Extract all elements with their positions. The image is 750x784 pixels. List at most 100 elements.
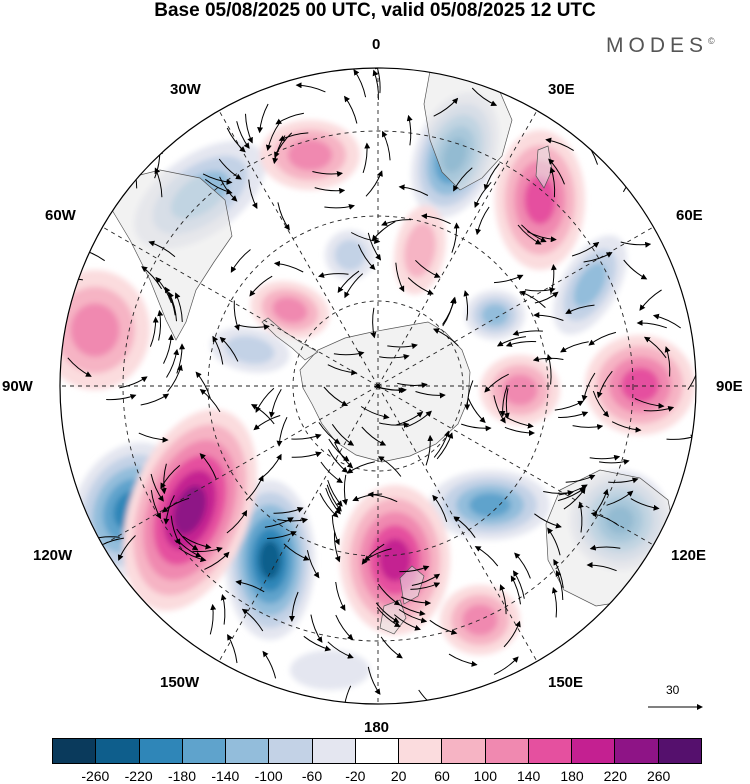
wind-vector [496, 336, 526, 347]
wind-vector [545, 137, 574, 152]
wind-vector [192, 546, 223, 553]
anomaly-contour [573, 262, 607, 308]
wind-vector [306, 550, 320, 579]
wind-vector [328, 438, 350, 462]
anomaly-contour [469, 492, 511, 518]
colorbar-swatch [442, 739, 486, 763]
wind-vector [474, 546, 499, 567]
label-150e: 150E [548, 674, 584, 691]
anomaly-contour [502, 374, 538, 406]
brand-name: MODES [606, 34, 709, 57]
wind-vector [565, 474, 596, 483]
wind-vector [643, 406, 675, 412]
wind-vector [148, 240, 176, 258]
wind-vector [499, 386, 508, 417]
wind-vector [549, 166, 556, 198]
colorbar-tick-label: -100 [254, 768, 283, 784]
wind-vector [176, 539, 202, 558]
wind-vector [429, 619, 458, 635]
wind-vector [493, 274, 524, 284]
wind-vector [521, 224, 547, 243]
wind-vector [283, 543, 310, 561]
wind-vector [565, 304, 595, 314]
colorbar-swatch [615, 739, 659, 763]
wind-vector [265, 122, 281, 151]
wind-vector [512, 330, 543, 336]
wind-vector [241, 608, 264, 632]
wind-vector [572, 424, 604, 430]
wind-vector [474, 181, 492, 209]
meridian-line [91, 385, 379, 552]
anomaly-contour [70, 303, 120, 357]
wind-vector [337, 270, 360, 294]
wind-vector [581, 372, 596, 402]
wind-vector [335, 614, 354, 641]
wind-vectors [60, 68, 696, 704]
wind-vector [163, 495, 175, 525]
wind-vector [555, 570, 564, 601]
colorbar-tick-label: -260 [81, 768, 110, 784]
wind-vector [331, 424, 355, 446]
wind-vector [399, 565, 430, 573]
wind-vector [160, 465, 181, 490]
colorbar-swatch [658, 739, 701, 763]
wind-vector [630, 498, 660, 511]
wind-vector [325, 487, 341, 515]
label-30e: 30E [548, 81, 575, 98]
wind-vector [664, 346, 671, 377]
wind-vector [451, 222, 460, 253]
label-60w: 60W [45, 207, 76, 224]
wind-vector [395, 262, 405, 293]
wind-vector [406, 114, 413, 146]
wind-vector [493, 395, 506, 424]
wind-vector [643, 336, 667, 359]
madagascar-shape [535, 145, 553, 189]
anomaly-contour [272, 297, 308, 323]
meridian-line [377, 220, 665, 387]
wind-vector [323, 386, 348, 406]
wind-vector [176, 528, 199, 551]
anomaly-contour [225, 335, 275, 365]
wind-vector [335, 581, 346, 611]
wind-vector [327, 364, 358, 376]
colorbar-tick-label: -20 [345, 768, 366, 784]
wind-vector [453, 516, 476, 538]
label-0: 0 [372, 36, 381, 53]
wind-vector [398, 609, 428, 624]
wind-vector [67, 357, 92, 377]
wind-vector [493, 656, 519, 675]
wind-vector [534, 291, 559, 304]
wind-vector [550, 264, 557, 295]
wind-vector [687, 361, 696, 390]
meridian-line [212, 385, 379, 673]
pole-marker [376, 384, 380, 388]
wind-vector [273, 260, 304, 273]
anomaly-contour [481, 303, 509, 327]
wind-vector [288, 591, 299, 622]
wind-vector [517, 224, 542, 245]
wind-vector [176, 343, 186, 374]
wind-vector [277, 202, 290, 231]
wind-vector [245, 113, 253, 144]
wind-vector [463, 290, 470, 321]
colorbar-tick-label: -180 [167, 768, 197, 784]
wind-vector [267, 531, 297, 539]
label-120w: 120W [33, 547, 73, 564]
wind-vector [376, 607, 401, 627]
wind-vector [227, 634, 238, 664]
wind-vector [346, 461, 375, 474]
wind-vector [401, 596, 432, 607]
wind-vector [503, 388, 510, 419]
wind-vector [140, 393, 170, 406]
wind-vector [344, 273, 364, 299]
wind-vector [407, 277, 434, 295]
wind-vector [199, 453, 217, 479]
wind-vector [149, 316, 159, 347]
label-120e: 120E [671, 547, 707, 564]
wind-vector [168, 291, 177, 322]
wind-vector [596, 370, 613, 399]
wind-vector [295, 82, 326, 93]
wind-vector [590, 511, 620, 527]
wind-vector [268, 388, 282, 418]
